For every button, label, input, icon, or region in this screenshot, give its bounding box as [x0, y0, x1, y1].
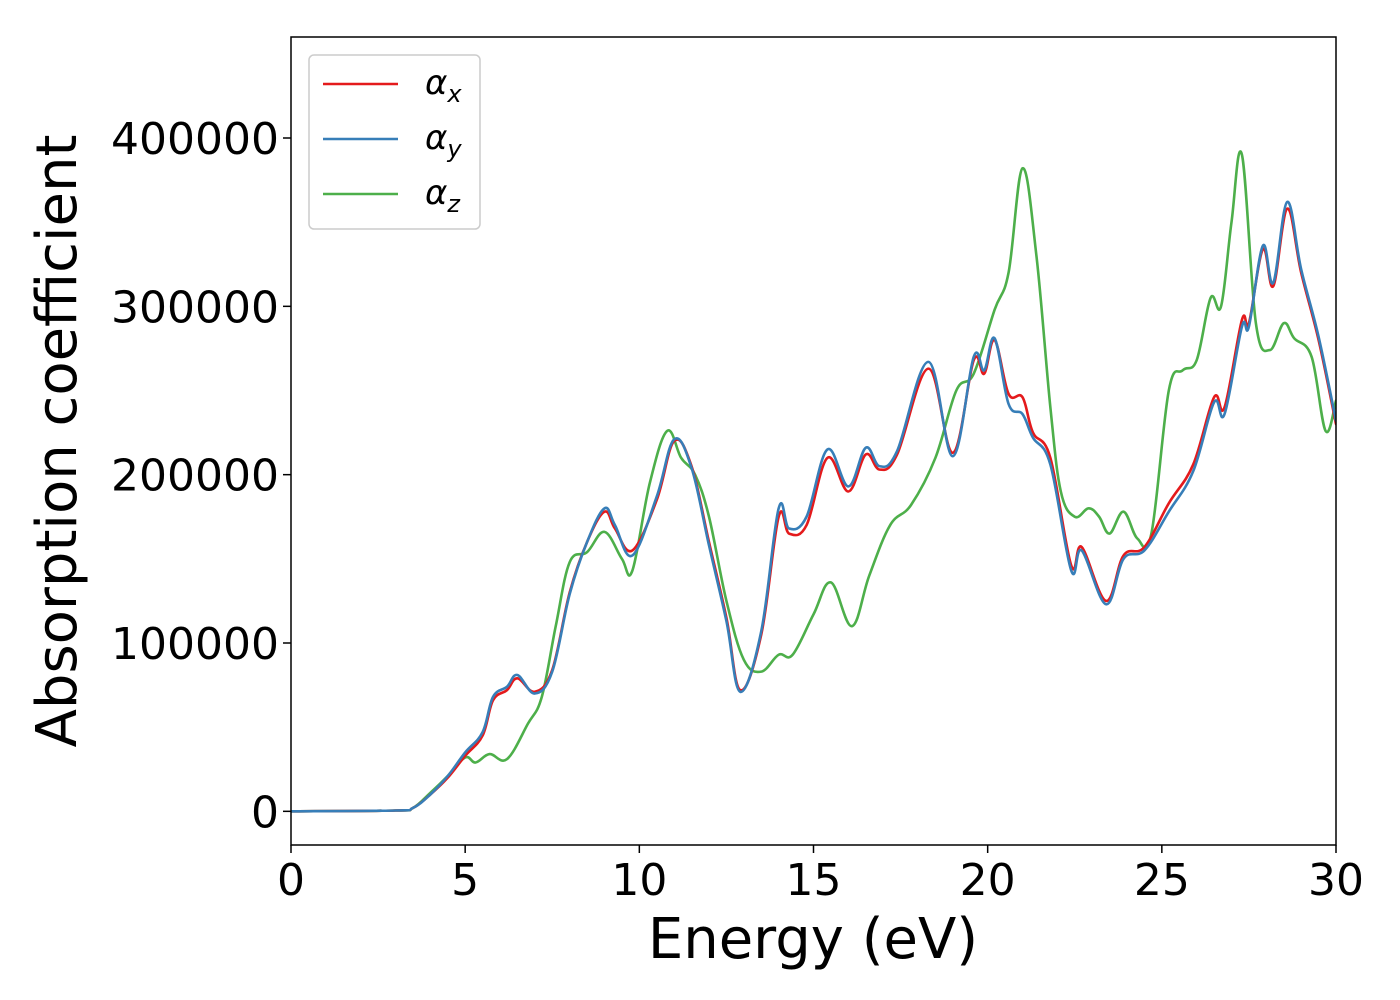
- legend-label-alpha-z: αz: [425, 173, 461, 218]
- legend-subscript: z: [446, 190, 461, 218]
- x-tick-label: 25: [1134, 855, 1190, 906]
- y-tick-label: 100000: [111, 619, 279, 670]
- y-tick-label: 200000: [111, 451, 279, 502]
- series-lines: [291, 150, 1336, 813]
- x-tick-label: 15: [786, 855, 842, 906]
- legend-label-alpha-y: αy: [425, 118, 462, 163]
- y-tick-label: 300000: [111, 282, 279, 333]
- x-axis-ticks: 0 5 10 15 20 25 30: [277, 845, 1364, 906]
- x-tick-label: 0: [277, 855, 305, 906]
- y-axis-ticks: 0 100000 200000 300000 400000: [111, 114, 291, 838]
- x-axis-label: Energy (eV): [648, 907, 978, 972]
- legend-symbol: α: [425, 118, 447, 158]
- series-line-alpha-z: [291, 150, 1336, 813]
- legend-symbol: α: [425, 63, 447, 103]
- legend-symbol: α: [425, 173, 447, 213]
- x-tick-label: 5: [451, 855, 479, 906]
- legend-subscript: y: [446, 135, 462, 163]
- legend-box: [308, 54, 481, 230]
- x-tick-label: 20: [960, 855, 1016, 906]
- x-tick-label: 10: [611, 855, 667, 906]
- y-tick-label: 0: [251, 787, 279, 838]
- legend-label-alpha-x: αx: [425, 63, 462, 108]
- series-line-alpha-y: [291, 200, 1336, 813]
- y-tick-label: 400000: [111, 114, 279, 165]
- y-axis-label: Absorption coefficient: [25, 135, 90, 748]
- legend-subscript: x: [446, 80, 462, 108]
- x-tick-label: 30: [1308, 855, 1364, 906]
